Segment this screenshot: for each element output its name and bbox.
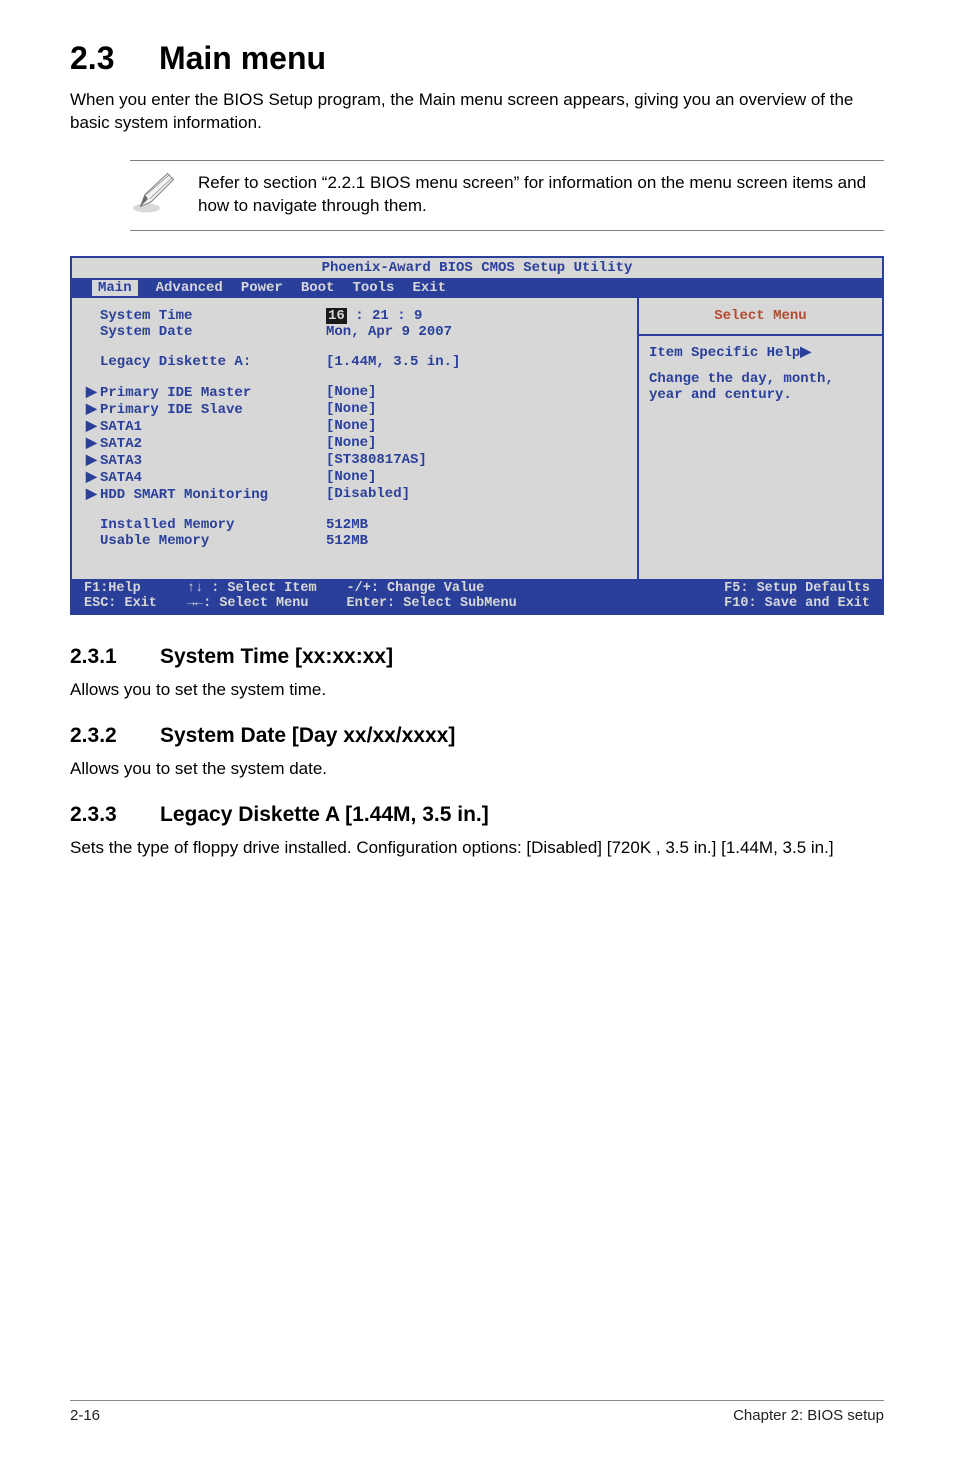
bios-item-value: [None] xyxy=(326,469,633,486)
note-text: Refer to section “2.2.1 BIOS menu screen… xyxy=(198,172,884,218)
pencil-icon xyxy=(130,169,178,222)
bios-item-label: Primary IDE Master xyxy=(100,385,251,401)
bios-item-row[interactable]: ▶Primary IDE Master [None] xyxy=(86,384,633,401)
system-time-label: System Time xyxy=(100,308,192,324)
heading-number: 2.3 xyxy=(70,40,114,76)
legacy-diskette-label: Legacy Diskette A: xyxy=(100,354,251,370)
bios-item-value: [None] xyxy=(326,435,633,452)
footer-col-2: ↑↓ : Select Item →←: Select Menu xyxy=(187,581,317,611)
bios-item-label: SATA2 xyxy=(100,436,142,452)
bios-item-value: [None] xyxy=(326,384,633,401)
bios-mem-label: Installed Memory xyxy=(100,517,234,533)
bios-item-row[interactable]: ▶Primary IDE Slave [None] xyxy=(86,401,633,418)
subsection-heading: 2.3.1System Time [xx:xx:xx] xyxy=(70,645,884,669)
bios-item-value: [None] xyxy=(326,418,633,435)
bios-title: Phoenix-Award BIOS CMOS Setup Utility xyxy=(72,258,882,278)
bios-item-label: SATA1 xyxy=(100,419,142,435)
subsection-body: Sets the type of floppy drive installed.… xyxy=(70,837,884,860)
intro-paragraph: When you enter the BIOS Setup program, t… xyxy=(70,89,884,135)
subsection-number: 2.3.1 xyxy=(70,645,160,669)
subsection-title: System Time [xx:xx:xx] xyxy=(160,645,393,668)
subsection-body: Allows you to set the system date. xyxy=(70,758,884,781)
bios-item-row[interactable]: ▶SATA2 [None] xyxy=(86,435,633,452)
footer-col-3: -/+: Change Value Enter: Select SubMenu xyxy=(347,581,517,611)
menu-advanced[interactable]: Advanced xyxy=(156,280,223,296)
subsection-title: System Date [Day xx/xx/xxxx] xyxy=(160,724,455,747)
caret-icon: ▶ xyxy=(86,384,100,401)
chapter-label: Chapter 2: BIOS setup xyxy=(733,1407,884,1424)
bios-item-row[interactable]: ▶SATA4 [None] xyxy=(86,469,633,486)
subsection-title: Legacy Diskette A [1.44M, 3.5 in.] xyxy=(160,803,489,826)
footer-col-1: F1:Help ESC: Exit xyxy=(84,581,157,611)
subsection-number: 2.3.3 xyxy=(70,803,160,827)
bios-left-panel: System Time 16 : 21 : 9 System Date Mon,… xyxy=(72,298,637,579)
bios-menubar: Main Advanced Power Boot Tools Exit xyxy=(72,278,882,298)
subsection-heading: 2.3.3Legacy Diskette A [1.44M, 3.5 in.] xyxy=(70,803,884,827)
bios-item-label: SATA3 xyxy=(100,453,142,469)
heading-title: Main menu xyxy=(159,40,326,76)
page-heading: 2.3 Main menu xyxy=(70,40,884,77)
bios-mem-label: Usable Memory xyxy=(100,533,209,549)
bios-mem-value: 512MB xyxy=(326,533,633,549)
menu-exit[interactable]: Exit xyxy=(412,280,446,296)
bios-item-value: [ST380817AS] xyxy=(326,452,633,469)
menu-tools[interactable]: Tools xyxy=(352,280,394,296)
system-date-value[interactable]: Mon, Apr 9 2007 xyxy=(326,324,633,340)
caret-icon: ▶ xyxy=(86,486,100,503)
caret-icon: ▶ xyxy=(86,401,100,418)
system-time-value[interactable]: 16 : 21 : 9 xyxy=(326,308,633,324)
caret-icon: ▶ xyxy=(86,452,100,469)
page-footer: 2-16 Chapter 2: BIOS setup xyxy=(70,1400,884,1424)
bios-item-value: [None] xyxy=(326,401,633,418)
bios-memory-row: Usable Memory 512MB xyxy=(86,533,633,549)
page-number: 2-16 xyxy=(70,1407,100,1424)
bios-item-label: HDD SMART Monitoring xyxy=(100,487,268,503)
subsection-body: Allows you to set the system time. xyxy=(70,679,884,702)
caret-icon: ▶ xyxy=(86,435,100,452)
menu-power[interactable]: Power xyxy=(241,280,283,296)
menu-main[interactable]: Main xyxy=(92,280,138,296)
note-callout: Refer to section “2.2.1 BIOS menu screen… xyxy=(130,160,884,231)
bios-item-row[interactable]: ▶SATA1 [None] xyxy=(86,418,633,435)
bios-item-label: Primary IDE Slave xyxy=(100,402,243,418)
bios-item-row[interactable]: ▶HDD SMART Monitoring [Disabled] xyxy=(86,486,633,503)
caret-icon: ▶ xyxy=(86,469,100,486)
caret-icon: ▶ xyxy=(86,418,100,435)
system-date-label: System Date xyxy=(100,324,192,340)
bios-screen: Phoenix-Award BIOS CMOS Setup Utility Ma… xyxy=(70,256,884,615)
legacy-diskette-value[interactable]: [1.44M, 3.5 in.] xyxy=(326,354,633,370)
bios-item-value: [Disabled] xyxy=(326,486,633,503)
bios-item-label: SATA4 xyxy=(100,470,142,486)
select-menu-label: Select Menu xyxy=(639,298,882,336)
bios-item-row[interactable]: ▶SATA3 [ST380817AS] xyxy=(86,452,633,469)
item-help-title: Item Specific Help▶ xyxy=(649,344,872,361)
subsection-heading: 2.3.2System Date [Day xx/xx/xxxx] xyxy=(70,724,884,748)
item-help-body: Change the day, month, year and century. xyxy=(649,371,872,403)
subsection-number: 2.3.2 xyxy=(70,724,160,748)
bios-memory-row: Installed Memory 512MB xyxy=(86,517,633,533)
bios-mem-value: 512MB xyxy=(326,517,633,533)
menu-boot[interactable]: Boot xyxy=(301,280,335,296)
bios-footer: F1:Help ESC: Exit ↑↓ : Select Item →←: S… xyxy=(72,579,882,613)
bios-right-panel: Select Menu Item Specific Help▶ Change t… xyxy=(637,298,882,579)
footer-col-4: F5: Setup Defaults F10: Save and Exit xyxy=(724,581,870,611)
